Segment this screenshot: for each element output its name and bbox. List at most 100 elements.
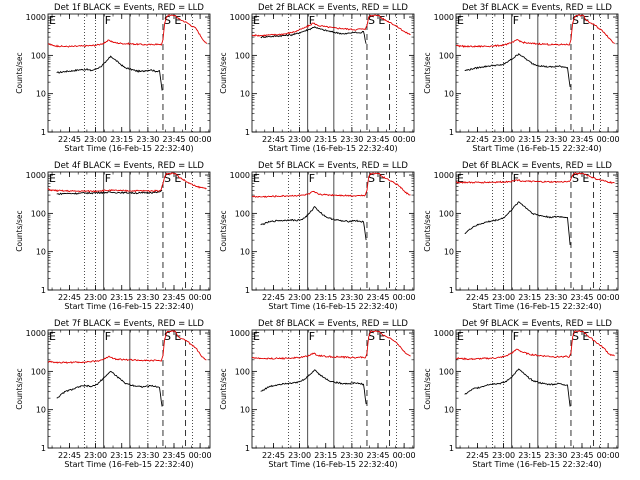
x-axis-label: Start Time (16-Feb-15 22:32:40) — [268, 144, 397, 153]
x-tick-label: 23:45 — [570, 451, 593, 460]
marker-s: S — [164, 330, 171, 343]
y-tick-label: 1000 — [230, 13, 250, 22]
y-axis-label: Counts/sec — [219, 52, 228, 93]
x-tick-label: 23:45 — [162, 293, 185, 302]
y-tick-label: 100 — [439, 209, 454, 218]
marker-e: E — [378, 330, 385, 343]
x-tick-label: 22:45 — [262, 451, 285, 460]
x-tick-label: 23:45 — [366, 451, 389, 460]
y-tick-label: 10 — [36, 90, 46, 99]
marker-s: S — [164, 14, 171, 27]
x-tick-label: 23:30 — [136, 451, 159, 460]
y-tick-label: 1000 — [26, 171, 46, 180]
marker-f: F — [105, 172, 111, 185]
marker-f: F — [105, 330, 111, 343]
y-tick-label: 1 — [245, 128, 250, 137]
marker-e: E — [253, 14, 260, 27]
x-tick-label: 23:30 — [340, 451, 363, 460]
x-tick-label: 23:15 — [314, 293, 337, 302]
series-lld-line — [251, 172, 411, 198]
x-tick-label: 23:15 — [110, 135, 133, 144]
x-tick-label: 22:45 — [262, 135, 285, 144]
marker-e: E — [253, 330, 260, 343]
y-tick-label: 1 — [449, 286, 454, 295]
plot-frame — [47, 329, 211, 449]
panel-det-8f: Det 8f BLACK = Events, RED = LLD 1 10 100 10… — [219, 319, 416, 469]
x-tick-label: 00:00 — [393, 135, 416, 144]
x-tick-label: 22:45 — [466, 451, 489, 460]
marker-e: E — [457, 172, 464, 185]
panel-title: Det 1f BLACK = Events, RED = LLD — [54, 3, 204, 13]
marker-e: E — [582, 330, 589, 343]
x-tick-label: 23:00 — [288, 135, 311, 144]
panel-det-3f: Det 3f BLACK = Events, RED = LLD 1 10 100 10… — [423, 3, 620, 153]
y-tick-label: 100 — [235, 209, 250, 218]
x-axis-label: Start Time (16-Feb-15 22:32:40) — [472, 302, 601, 311]
x-tick-label: 23:15 — [110, 293, 133, 302]
x-tick-label: 00:00 — [189, 451, 212, 460]
panel-det-9f: Det 9f BLACK = Events, RED = LLD 1 10 100 10… — [423, 319, 620, 469]
plot-frame — [251, 329, 415, 449]
plot-frame — [47, 171, 211, 291]
x-tick-label: 23:00 — [84, 451, 107, 460]
plot-frame — [251, 171, 415, 291]
x-tick-label: 23:00 — [492, 451, 515, 460]
y-tick-label: 10 — [36, 248, 46, 257]
plot-frame — [455, 171, 619, 291]
series-events-line — [56, 55, 163, 91]
series-events-line — [260, 26, 367, 44]
marker-e: E — [49, 330, 56, 343]
x-tick-label: 23:30 — [136, 293, 159, 302]
y-tick-label: 1000 — [434, 171, 454, 180]
y-tick-label: 1000 — [26, 329, 46, 338]
x-tick-label: 23:30 — [340, 293, 363, 302]
marker-f: F — [513, 172, 519, 185]
y-tick-label: 100 — [31, 209, 46, 218]
panel-title: Det 7f BLACK = Events, RED = LLD — [54, 319, 204, 329]
y-tick-label: 1 — [41, 444, 46, 453]
series-lld-line — [456, 14, 615, 48]
x-tick-label: 23:15 — [518, 135, 541, 144]
series-events-line — [464, 368, 571, 407]
x-tick-label: 23:45 — [570, 293, 593, 302]
marker-s: S — [368, 330, 375, 343]
x-tick-label: 23:15 — [518, 293, 541, 302]
x-tick-label: 23:00 — [84, 293, 107, 302]
y-axis-label: Counts/sec — [15, 210, 24, 251]
panel-title: Det 4f BLACK = Events, RED = LLD — [54, 161, 204, 171]
y-tick-label: 100 — [31, 51, 46, 60]
x-tick-label: 23:00 — [288, 451, 311, 460]
y-tick-label: 1000 — [230, 171, 250, 180]
x-tick-label: 23:45 — [570, 135, 593, 144]
marker-e: E — [174, 172, 181, 185]
marker-s: S — [572, 172, 579, 185]
marker-f: F — [309, 172, 315, 185]
marker-f: F — [105, 14, 111, 27]
x-axis-label: Start Time (16-Feb-15 22:32:40) — [64, 144, 193, 153]
y-tick-label: 100 — [31, 367, 46, 376]
series-events-line — [56, 370, 163, 407]
x-tick-label: 23:45 — [162, 135, 185, 144]
series-lld-line — [47, 330, 207, 364]
marker-e: E — [378, 14, 385, 27]
panel-title: Det 5f BLACK = Events, RED = LLD — [258, 161, 408, 171]
x-axis-label: Start Time (16-Feb-15 22:32:40) — [472, 144, 601, 153]
marker-e: E — [582, 172, 589, 185]
plot-frame — [455, 329, 619, 449]
panel-title: Det 9f BLACK = Events, RED = LLD — [462, 319, 612, 329]
marker-e: E — [582, 14, 589, 27]
y-tick-label: 1000 — [434, 13, 454, 22]
y-tick-label: 10 — [240, 406, 250, 415]
x-tick-label: 22:45 — [58, 135, 81, 144]
x-axis-label: Start Time (16-Feb-15 22:32:40) — [64, 302, 193, 311]
y-tick-label: 1000 — [26, 13, 46, 22]
series-events-line — [260, 369, 367, 405]
x-tick-label: 23:00 — [492, 293, 515, 302]
marker-e: E — [49, 14, 56, 27]
marker-s: S — [164, 172, 171, 185]
y-tick-label: 10 — [36, 406, 46, 415]
marker-s: S — [368, 172, 375, 185]
y-tick-label: 10 — [240, 90, 250, 99]
panel-det-5f: Det 5f BLACK = Events, RED = LLD 1 10 100 10… — [219, 161, 416, 311]
x-tick-label: 22:45 — [58, 293, 81, 302]
